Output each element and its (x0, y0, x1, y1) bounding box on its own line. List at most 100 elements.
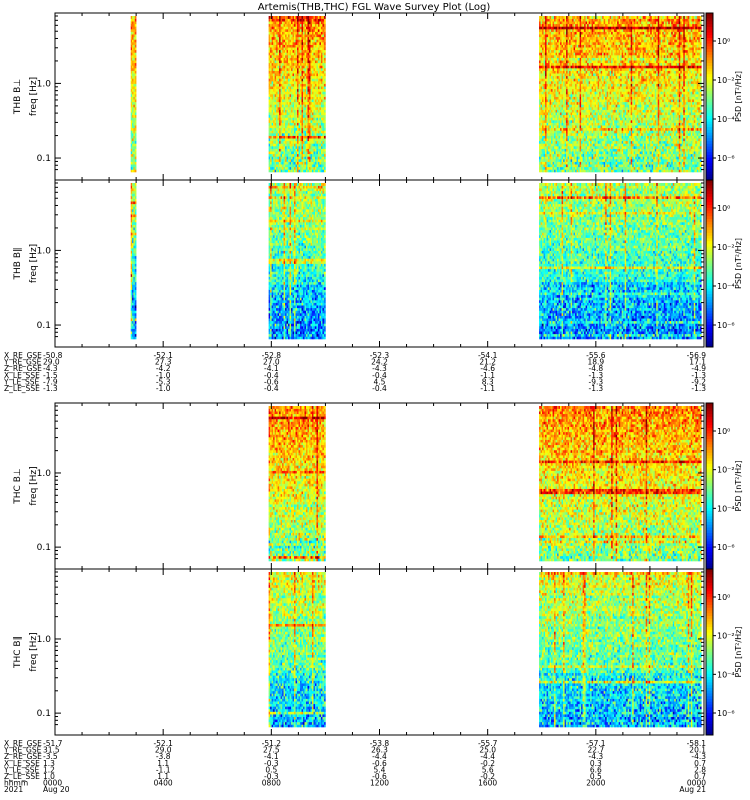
spectrogram-cell (297, 55, 299, 58)
spectrogram-cell (320, 65, 323, 69)
spectrogram-cell (555, 164, 558, 168)
spectrogram-cell (320, 31, 323, 35)
spectrogram-cell (323, 151, 326, 155)
spectrogram-cell (277, 166, 280, 170)
spectrogram-cell (285, 96, 287, 100)
spectrogram-cell (288, 94, 290, 97)
spectrogram-cell (314, 81, 317, 84)
spectrogram-cell (288, 91, 290, 95)
spectrogram-cell (569, 169, 571, 173)
spectrogram-cell (320, 133, 323, 136)
spectrogram-cell (282, 161, 284, 165)
spectrogram-cell (282, 159, 284, 162)
spectrogram-cell (590, 164, 592, 168)
spectrogram-cell (322, 57, 325, 61)
spectrogram-cell (295, 114, 298, 118)
spectrogram-cell (602, 164, 604, 168)
spectrogram-cell (316, 57, 319, 61)
spectrogram-cell (285, 44, 287, 48)
spectrogram-cell (297, 143, 299, 147)
spectrogram-cell (282, 94, 284, 97)
spectrogram-cell (300, 21, 302, 25)
spectrogram-cell (308, 36, 311, 40)
spectrogram-cell (314, 143, 317, 147)
spectrogram-cell (270, 62, 272, 66)
spectrogram-cell (557, 169, 559, 173)
spectrogram-cell (288, 47, 290, 51)
spectrogram-cell (294, 94, 296, 97)
spectrogram-cell (699, 140, 702, 144)
spectrogram-cell (314, 31, 317, 35)
spectrogram-cell (319, 83, 322, 87)
spectrogram-cell (310, 146, 313, 149)
spectrogram-cell (279, 94, 281, 97)
spectrogram-cell (285, 62, 287, 66)
spectrogram-cell (295, 117, 298, 121)
spectrogram-cell (291, 88, 293, 92)
spectrogram-cell (276, 99, 278, 103)
spectrogram-cell (273, 107, 275, 110)
spectrogram-cell (277, 138, 280, 142)
spectrogram-cell (301, 117, 304, 121)
spectrogram-cell (134, 31, 137, 35)
spectrogram-cell (323, 114, 326, 118)
spectrogram-cell (282, 88, 284, 92)
spectrogram-cell (132, 109, 134, 113)
spectrogram-cell (311, 94, 314, 97)
spectrogram-cell (322, 65, 325, 69)
spectrogram-cell (303, 120, 305, 123)
spectrogram-cell (298, 120, 301, 123)
spectrogram-cell (271, 88, 274, 92)
spectrogram-cell (277, 34, 280, 38)
spectrogram-cell (313, 138, 316, 142)
spectrogram-cell (280, 57, 283, 61)
spectrogram-cell (301, 55, 304, 58)
spectrogram-cell (322, 133, 325, 136)
spectrogram-cell (305, 166, 308, 170)
spectrogram-cell (279, 23, 281, 27)
spectrogram-cell (316, 83, 319, 87)
spectrogram-cell (305, 125, 308, 129)
spectrogram-cell (289, 114, 292, 118)
spectrogram-cell (289, 151, 292, 155)
spectrogram-cell (621, 169, 624, 173)
spectrogram-cell (305, 133, 308, 136)
spectrogram-cell (300, 91, 302, 95)
spectrogram-cell (310, 86, 313, 90)
spectrogram-cell (286, 21, 289, 25)
spectrogram-cell (303, 52, 305, 56)
spectrogram-cell (134, 164, 137, 168)
spectrogram-cell (307, 57, 310, 61)
spectrogram-cell (615, 164, 618, 168)
spectrogram-cell (285, 21, 287, 25)
spectrogram-cell (270, 47, 272, 51)
spectrogram-cell (304, 47, 307, 51)
spectrogram-cell (276, 52, 278, 56)
spectrogram-cell (270, 140, 272, 144)
spectrogram-cell (277, 86, 280, 90)
spectrogram-cell (307, 91, 310, 95)
spectrogram-cell (274, 26, 277, 30)
spectrogram-cell (292, 151, 295, 155)
spectrogram-cell (323, 78, 326, 82)
spectrogram-cell (308, 86, 311, 90)
spectrogram-cell (311, 122, 314, 126)
spectrogram-cell (285, 31, 287, 35)
spectrogram-cell (130, 31, 133, 35)
spectrogram-cell (308, 18, 311, 22)
spectrogram-cell (308, 34, 311, 38)
spectrogram-cell (320, 36, 323, 40)
spectrogram-cell (311, 148, 314, 152)
spectrogram-cell (134, 94, 137, 97)
spectrogram-cell (618, 166, 621, 170)
spectrogram-cell (320, 117, 323, 121)
spectrogram-cell (276, 36, 278, 40)
spectrogram-cell (307, 49, 310, 53)
spectrogram-cell (132, 114, 134, 118)
spectrogram-cell (305, 130, 308, 134)
spectrogram-cell (561, 169, 564, 173)
spectrogram-cell (288, 101, 290, 105)
spectrogram-cell (578, 164, 580, 168)
spectrogram-cell (546, 166, 549, 170)
spectrogram-cell (313, 36, 316, 40)
